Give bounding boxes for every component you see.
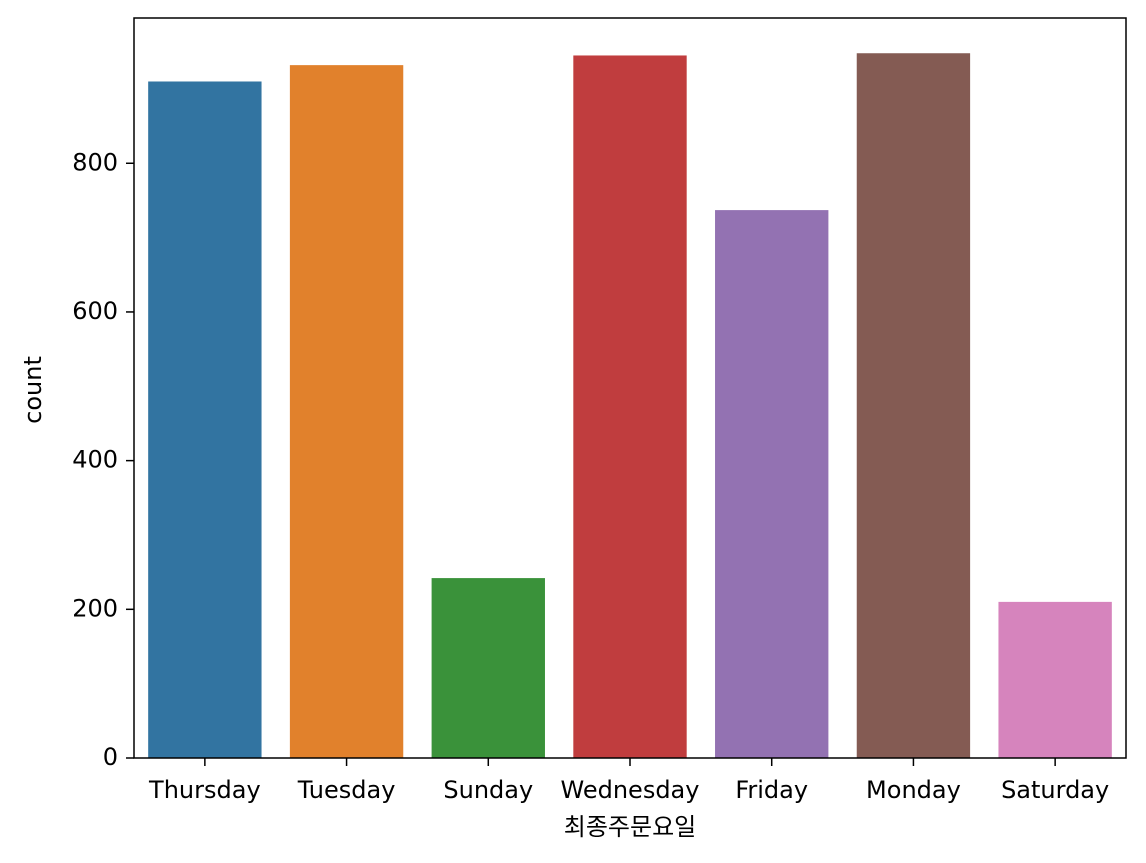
bar [431,578,545,758]
x-tick-label: Wednesday [561,776,700,804]
bar [715,210,829,758]
bar [856,53,971,758]
bar [573,55,687,758]
y-tick-label: 800 [72,148,118,176]
x-tick-label: Sunday [443,776,533,804]
bar [289,65,404,758]
x-tick-label: Monday [866,776,961,804]
plot-frame [133,17,1127,759]
y-tick-label: 200 [72,594,118,622]
x-axis-label: 최종주문요일 [564,813,696,841]
x-tick-label: Thursday [148,776,261,804]
y-tick-label: 0 [103,743,118,771]
y-tick-label: 600 [72,297,118,325]
y-tick-label: 400 [72,446,118,474]
x-tick-label: Friday [735,776,808,804]
y-axis-label: count [19,356,47,424]
bar [998,601,1112,758]
bar [148,81,262,759]
x-tick-label: Tuesday [297,776,396,804]
x-tick-label: Saturday [1001,776,1109,804]
